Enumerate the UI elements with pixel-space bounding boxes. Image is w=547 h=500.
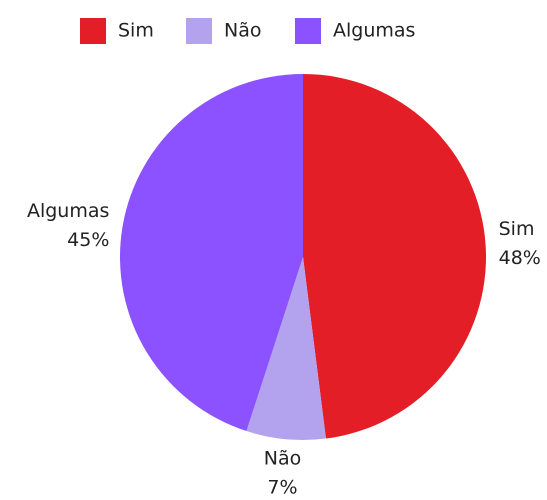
legend-label: Sim xyxy=(118,20,154,42)
slice-value-label: 48% xyxy=(499,247,541,269)
slice-label: Algumas xyxy=(27,200,109,222)
legend-swatch xyxy=(80,18,106,44)
legend-swatch xyxy=(186,18,212,44)
slice-label: Sim xyxy=(499,218,535,240)
pie-slice xyxy=(120,74,303,432)
legend-swatch xyxy=(295,18,321,44)
slice-value-label: 45% xyxy=(67,229,109,251)
slice-value-label: 7% xyxy=(267,477,297,499)
pie-slice xyxy=(303,74,486,439)
pie-slice xyxy=(246,257,326,440)
slice-label: Não xyxy=(264,448,301,470)
legend-label: Algumas xyxy=(333,20,415,42)
legend-label: Não xyxy=(224,20,261,42)
